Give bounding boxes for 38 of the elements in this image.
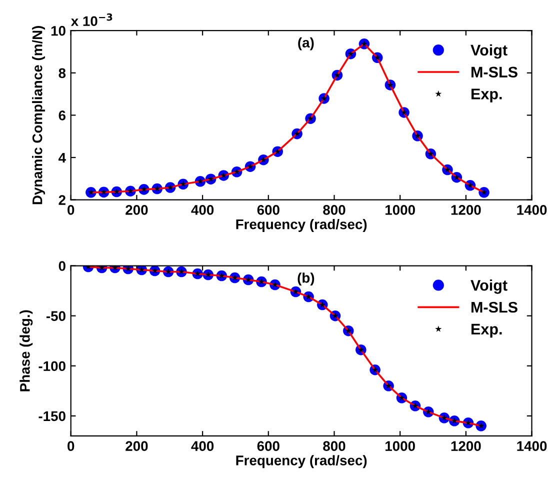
x-tick-label: 1400 (517, 205, 547, 215)
x-tick-label: 1000 (386, 441, 415, 451)
y-tick-label: 4 (58, 152, 66, 163)
x-tick-label: 600 (257, 441, 280, 451)
y-tick-label: 2 (58, 195, 66, 205)
annotation: (b) (298, 272, 314, 286)
x-axis-title: Frequency (rad/sec) (236, 219, 367, 232)
x-tick-label: 600 (257, 205, 280, 215)
x-tick-label: 800 (323, 205, 346, 215)
legend-label: Voigt (470, 280, 508, 294)
x-tick-label: 400 (191, 205, 214, 215)
y-axis-title: Dynamic Compliance (m/N) (32, 26, 45, 204)
x-axis-title: Frequency (rad/sec) (236, 455, 367, 468)
legend-label: Voigt (470, 44, 508, 59)
x-tick-label: 800 (323, 441, 346, 451)
y-tick-label: 8 (58, 68, 66, 78)
x-tick-label: 1200 (451, 441, 481, 451)
y-tick-label: -50 (46, 311, 66, 321)
legend-label: M-SLS (472, 66, 518, 78)
annotation: (a) (298, 37, 314, 50)
x-tick-label: 1200 (451, 205, 481, 215)
legend-label: Exp. (472, 324, 502, 338)
legend-label: Exp. (472, 88, 502, 102)
y-tick-label: 6 (58, 110, 66, 120)
text: x 10$^{−3}$ (70, 13, 112, 26)
x-tick-label: 200 (126, 205, 148, 215)
x-tick-label: 400 (191, 441, 214, 451)
x-tick-label: 1400 (517, 441, 547, 451)
y-tick-label: -100 (38, 361, 66, 372)
y-tick-label: 10 (51, 26, 66, 36)
legend-label: M-SLS (472, 302, 518, 313)
x-tick-label: 1000 (386, 205, 415, 215)
y-tick-label: -150 (38, 411, 66, 422)
x-tick-label: 0 (68, 205, 74, 215)
y-axis-title: Phase (deg.) (20, 310, 33, 392)
x-tick-label: 0 (68, 441, 74, 451)
y-tick-label: 0 (58, 261, 66, 271)
x-tick-label: 200 (126, 441, 148, 451)
